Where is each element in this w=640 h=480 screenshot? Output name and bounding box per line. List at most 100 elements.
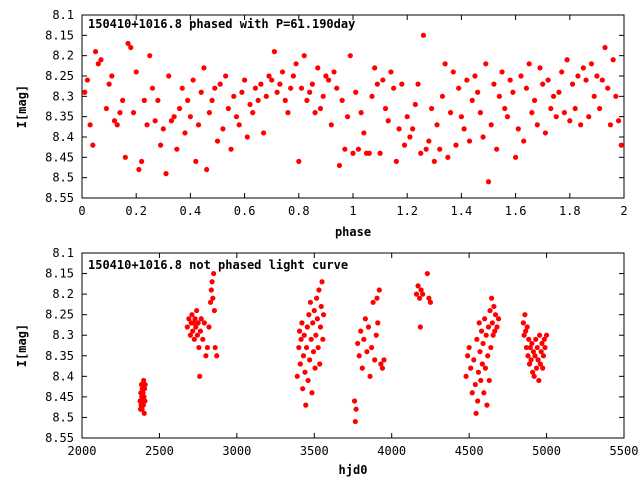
data-point [103, 105, 109, 112]
data-point [320, 312, 327, 318]
data-point [301, 53, 307, 59]
data-point [489, 320, 495, 326]
data-point [445, 154, 451, 160]
data-point [155, 97, 161, 103]
data-point [111, 118, 118, 124]
y-tick-label: 8.3 [52, 328, 74, 342]
y-tick-label: 8.25 [45, 69, 74, 83]
data-point [488, 122, 494, 128]
data-point [492, 328, 498, 334]
data-point [141, 410, 147, 416]
data-point [450, 69, 456, 75]
data-point [233, 114, 240, 120]
data-point [300, 353, 307, 359]
data-point [477, 110, 483, 116]
data-point [374, 295, 380, 301]
data-point [298, 85, 305, 91]
data-point [307, 299, 314, 305]
data-point [225, 105, 231, 112]
data-point [319, 279, 325, 285]
x-tick-label: 2000 [68, 444, 97, 458]
data-point [526, 361, 533, 367]
data-point [542, 344, 548, 351]
data-point [531, 373, 537, 379]
data-point [545, 77, 551, 83]
data-point [491, 81, 497, 87]
data-point [480, 340, 486, 347]
y-tick-label: 8.3 [52, 89, 74, 103]
x-tick-label: 1.4 [451, 204, 473, 218]
data-point [296, 344, 302, 351]
x-tick-label: 5000 [532, 444, 561, 458]
data-point [476, 320, 482, 326]
data-point [201, 320, 207, 326]
data-point [318, 303, 324, 310]
y-tick-label: 8.15 [45, 28, 74, 42]
unphased-light-curve-panel: 2000 2500 3000 3500 4000 4500 5000 5500 8.1 8.15 8… [15, 246, 638, 477]
data-point [483, 61, 489, 67]
data-point [472, 73, 478, 79]
data-point [141, 394, 147, 400]
data-point [314, 316, 320, 322]
data-point [174, 146, 180, 152]
data-point [535, 357, 541, 363]
data-point [599, 77, 605, 83]
data-point [301, 332, 307, 338]
data-point [458, 114, 464, 120]
data-point [529, 340, 535, 347]
x-tick-label: 0.8 [288, 204, 310, 218]
data-point [203, 353, 209, 359]
data-point [479, 361, 485, 367]
data-point [269, 77, 275, 83]
data-point [537, 361, 543, 367]
data-point [317, 105, 324, 112]
data-point [597, 105, 603, 112]
data-point [426, 138, 432, 144]
data-point [456, 85, 462, 91]
data-point [380, 77, 386, 83]
data-point [537, 65, 543, 71]
data-point [271, 49, 278, 55]
data-point [206, 324, 212, 330]
data-point [190, 328, 196, 334]
data-point [542, 130, 549, 136]
data-point [471, 357, 477, 363]
data-point [404, 114, 410, 120]
data-point [228, 146, 234, 152]
data-point [163, 171, 169, 177]
data-point [482, 365, 489, 371]
data-point [106, 81, 112, 87]
data-points [137, 270, 550, 425]
y-tick-label: 8.4 [52, 369, 74, 383]
data-point [388, 69, 394, 75]
data-point [351, 398, 358, 404]
data-point [355, 340, 361, 347]
data-point [393, 158, 399, 164]
data-point [488, 344, 494, 351]
data-point [492, 312, 499, 318]
data-point [258, 81, 264, 87]
data-point [478, 328, 485, 334]
data-point [424, 270, 430, 277]
data-point [602, 44, 608, 51]
data-point [391, 85, 397, 91]
data-point [530, 369, 536, 375]
data-point [239, 89, 245, 95]
data-point [306, 312, 312, 318]
data-point [539, 340, 545, 347]
data-point [466, 344, 472, 351]
data-point [206, 110, 212, 116]
data-point [182, 130, 188, 136]
data-point [401, 142, 408, 148]
data-point [109, 73, 115, 79]
data-point [361, 130, 367, 136]
chart-title: 150410+1016.8 not phased light curve [88, 258, 348, 272]
data-point [486, 377, 492, 384]
data-point [521, 138, 527, 144]
y-tick-label: 8.4 [52, 130, 74, 144]
data-point [184, 324, 190, 330]
data-point [491, 303, 497, 310]
data-point [474, 336, 480, 342]
data-point [518, 73, 524, 79]
data-point [339, 97, 345, 103]
